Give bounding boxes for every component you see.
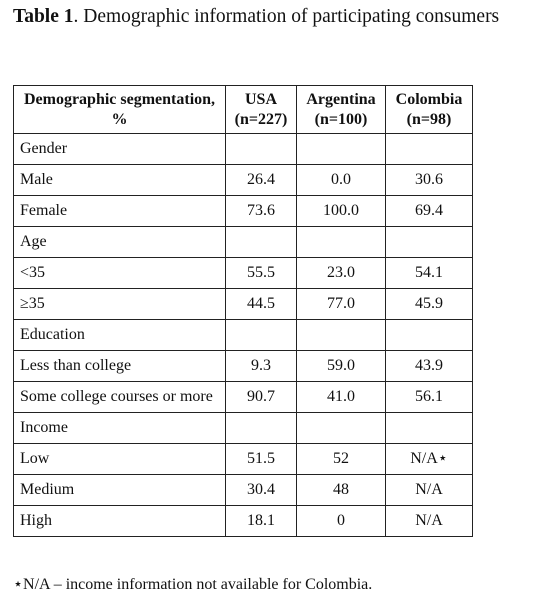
cell: 69.4 [385, 195, 473, 227]
table: Demographic segmentation, % USA (n=227) Ar… [13, 85, 473, 537]
row-label: ≥35 [13, 288, 226, 320]
cell: 90.7 [225, 381, 297, 413]
cell: 51.5 [225, 443, 297, 475]
cell: 0.0 [296, 164, 386, 196]
header-cell: Demographic segmentation, % [13, 85, 226, 134]
caption: Table 1. Demographic information of part… [13, 4, 523, 30]
row-label: High [13, 505, 226, 537]
empty-cell [225, 412, 297, 444]
row-label: <35 [13, 257, 226, 289]
row-label: Age [13, 226, 226, 258]
cell: 0 [296, 505, 386, 537]
cell: 73.6 [225, 195, 297, 227]
data-row: ≥35 44.5 77.0 45.9 [13, 288, 473, 320]
row-label: Low [13, 443, 226, 475]
cell: N/A⋆ [385, 443, 473, 475]
cell: 54.1 [385, 257, 473, 289]
cell: 45.9 [385, 288, 473, 320]
data-row: Low 51.5 52 N/A⋆ [13, 443, 473, 475]
row-label: Income [13, 412, 226, 444]
data-row: <35 55.5 23.0 54.1 [13, 257, 473, 289]
header-row: Demographic segmentation, % USA (n=227) Ar… [13, 85, 473, 134]
row-label: Gender [13, 133, 226, 165]
empty-cell [225, 133, 297, 165]
section-row: Gender [13, 133, 473, 165]
section-row: Income [13, 412, 473, 444]
data-row: Male 26.4 0.0 30.6 [13, 164, 473, 196]
empty-cell [225, 226, 297, 258]
cell: 30.6 [385, 164, 473, 196]
cell: 56.1 [385, 381, 473, 413]
cell: 55.5 [225, 257, 297, 289]
caption-label: Table 1 [13, 6, 74, 27]
data-row: Less than college 9.3 59.0 43.9 [13, 350, 473, 382]
table-body: Gender Male 26.4 0.0 30.6 Female 73.6 100.0 69.4… [13, 133, 473, 537]
cell: 41.0 [296, 381, 386, 413]
empty-cell [296, 319, 386, 351]
empty-cell [296, 412, 386, 444]
empty-cell [385, 412, 473, 444]
empty-cell [225, 319, 297, 351]
empty-cell [385, 133, 473, 165]
cell: 9.3 [225, 350, 297, 382]
cell: 77.0 [296, 288, 386, 320]
cell: N/A [385, 474, 473, 506]
data-row: High 18.1 0 N/A [13, 505, 473, 537]
cell: 52 [296, 443, 386, 475]
section-row: Education [13, 319, 473, 351]
cell: 18.1 [225, 505, 297, 537]
row-label: Male [13, 164, 226, 196]
data-row: Female 73.6 100.0 69.4 [13, 195, 473, 227]
data-row: Some college courses or more 90.7 41.0 56.1 [13, 381, 473, 413]
cell: 23.0 [296, 257, 386, 289]
header-cell: Argentina (n=100) [296, 85, 386, 134]
cell: 43.9 [385, 350, 473, 382]
section-row: Age [13, 226, 473, 258]
row-label: Female [13, 195, 226, 227]
cell: 44.5 [225, 288, 297, 320]
empty-cell [385, 226, 473, 258]
cell: 30.4 [225, 474, 297, 506]
header-cell: USA (n=227) [225, 85, 297, 134]
empty-cell [385, 319, 473, 351]
row-label: Education [13, 319, 226, 351]
cell: 48 [296, 474, 386, 506]
footnote: ⋆N/A – income information not available … [13, 576, 373, 593]
cell: 26.4 [225, 164, 297, 196]
header-cell: Colombia (n=98) [385, 85, 473, 134]
row-label: Some college courses or more [13, 381, 226, 413]
empty-cell [296, 226, 386, 258]
row-label: Less than college [13, 350, 226, 382]
empty-cell [296, 133, 386, 165]
cell: N/A [385, 505, 473, 537]
row-label: Medium [13, 474, 226, 506]
data-row: Medium 30.4 48 N/A [13, 474, 473, 506]
cell: 59.0 [296, 350, 386, 382]
cell: 100.0 [296, 195, 386, 227]
caption-text: . Demographic information of participati… [73, 6, 500, 27]
